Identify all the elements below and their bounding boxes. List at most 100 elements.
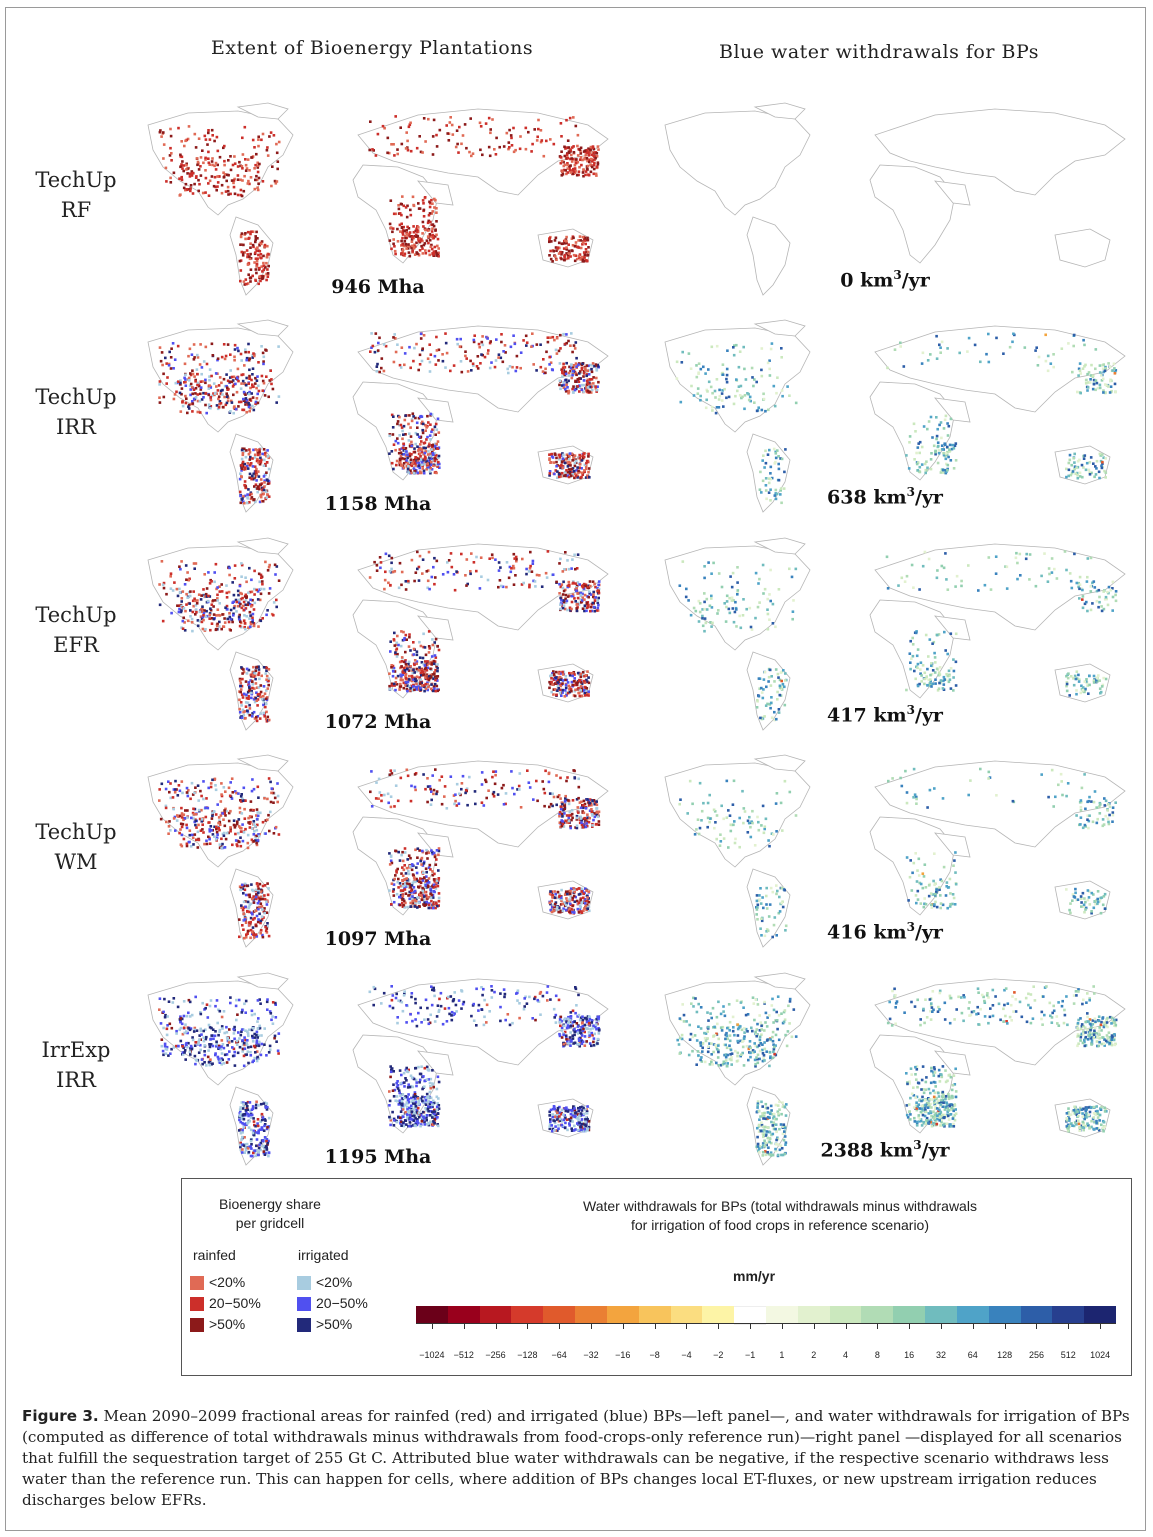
continent-outline: [869, 599, 956, 699]
share-title-line1: Bioenergy share: [219, 1196, 321, 1212]
color-scale-segment: [575, 1306, 608, 1323]
color-scale-tick-label: 32: [935, 1350, 946, 1360]
color-scale-segment: [511, 1306, 544, 1323]
caption-text: Mean 2090–2099 fractional areas for rain…: [22, 1407, 1130, 1509]
color-scale-segment: [1020, 1306, 1053, 1323]
water-withdrawal-number: 2388 km: [820, 1139, 914, 1162]
color-scale-tick: [431, 1324, 433, 1329]
color-scale-segment: [893, 1306, 926, 1323]
color-scale-tick-label: −32: [583, 1350, 599, 1360]
color-scale-segment: [543, 1306, 576, 1323]
color-scale-tick-label: −1: [744, 1350, 756, 1360]
plantation-cells: [158, 768, 601, 940]
color-scale-tick: [1068, 1324, 1070, 1329]
color-scale-segment: [797, 1306, 831, 1323]
continent-outline: [352, 816, 439, 916]
withdrawal-cells: [675, 332, 1118, 505]
continent-outline: [934, 615, 971, 641]
continent-outline: [753, 754, 806, 772]
continent-outline: [746, 216, 791, 296]
scenario-label-line1: TechUp: [35, 385, 117, 409]
continent-outline: [236, 972, 289, 990]
color-scale-segment: [416, 1306, 449, 1323]
color-scale-tick-label: 2: [811, 1350, 817, 1360]
color-scale-segment: [606, 1306, 640, 1323]
color-scale-segment: [861, 1306, 894, 1323]
left-column-title: Extent of Bioenergy Plantations: [211, 37, 534, 59]
scenario-label: TechUp IRR: [12, 382, 140, 442]
water-withdrawal-map: [664, 754, 1126, 948]
color-scale-segment: [925, 1306, 958, 1323]
water-withdrawal-number: 0 km: [840, 269, 894, 292]
water-withdrawal-value: 0 km3/yr: [735, 268, 1035, 291]
plantation-cells: [158, 550, 601, 723]
water-unit-suffix: /yr: [914, 704, 943, 727]
water-withdrawal-value: 2388 km3/yr: [735, 1138, 1035, 1161]
withdrawal-cells: [676, 985, 1118, 1158]
color-scale-segment: [766, 1306, 799, 1323]
withdrawal-cells: [678, 767, 1117, 939]
continent-outline: [664, 110, 811, 216]
color-scale-tick-label: −256: [485, 1350, 506, 1360]
continent-outline: [934, 397, 971, 423]
plantation-cells: [158, 115, 600, 286]
water-withdrawal-number: 638 km: [827, 486, 907, 509]
scenario-label: TechUp RF: [12, 165, 140, 225]
scenario-label: IrrExp IRR: [12, 1035, 140, 1095]
color-scale-tick-label: 512: [1060, 1350, 1076, 1360]
continent-outline: [753, 102, 806, 120]
continent-outline: [746, 433, 791, 513]
color-scale-tick-label: −2: [713, 1350, 724, 1360]
plantation-area-value: 1097 Mha: [324, 928, 432, 950]
color-scale-tick: [1100, 1324, 1102, 1329]
plantation-extent-map: [147, 972, 609, 1166]
rainfed-class-label: <20%: [209, 1274, 246, 1290]
color-scale-segment: [638, 1306, 672, 1323]
color-scale-tick-label: −8: [649, 1350, 660, 1360]
color-scale-tick-label: 1024: [1090, 1350, 1111, 1360]
color-scale-tick: [559, 1324, 561, 1329]
water-title-line1: Water withdrawals for BPs (total withdra…: [583, 1198, 977, 1214]
continent-outline: [236, 537, 289, 555]
figure-caption: Figure 3. Mean 2090–2099 fractional area…: [22, 1406, 1132, 1511]
color-scale-tick-label: 8: [874, 1350, 880, 1360]
color-scale-segment: [1084, 1306, 1117, 1323]
irrigated-class-label: 20−50%: [316, 1295, 368, 1311]
rainfed-class-label: >50%: [209, 1316, 246, 1332]
legend-box: [181, 1178, 1132, 1376]
continent-outline: [869, 164, 956, 264]
caption-label: Figure 3.: [22, 1407, 99, 1425]
irrigated-swatch: [297, 1297, 311, 1311]
color-scale-tick: [1036, 1324, 1038, 1329]
rainfed-header: rainfed: [193, 1247, 236, 1263]
color-scale-tick: [1004, 1324, 1006, 1329]
water-withdrawal-number: 417 km: [827, 704, 907, 727]
continent-outline: [869, 1034, 956, 1134]
color-scale-tick-label: −64: [551, 1350, 567, 1360]
color-scale-tick: [463, 1324, 465, 1329]
water-withdrawal-map: [664, 537, 1126, 731]
water-withdrawal-number: 416 km: [827, 921, 907, 944]
plantation-extent-map: [147, 754, 609, 948]
color-scale-segment: [829, 1306, 862, 1323]
scenario-label-line1: TechUp: [35, 603, 117, 627]
continent-outline: [874, 108, 1126, 196]
plantation-cells: [158, 332, 600, 505]
color-scale-tick: [781, 1324, 783, 1329]
color-scale-tick: [495, 1324, 497, 1329]
continent-outline: [664, 980, 811, 1086]
color-scale-tick-label: 256: [1028, 1350, 1044, 1360]
continent-outline: [352, 381, 439, 481]
water-withdrawal-value: 638 km3/yr: [735, 485, 1035, 508]
water-withdrawal-map: [664, 972, 1126, 1166]
continent-outline: [357, 108, 609, 196]
water-unit-exponent: 3: [906, 485, 915, 499]
irrigated-header: irrigated: [298, 1247, 349, 1263]
irrigated-class-label: >50%: [316, 1316, 353, 1332]
share-legend-title: Bioenergy share per gridcell: [200, 1195, 340, 1233]
continent-outline: [664, 762, 811, 868]
continent-outline: [357, 543, 609, 631]
scenario-label: TechUp EFR: [12, 600, 140, 660]
color-scale-tick-label: 64: [967, 1350, 978, 1360]
color-scale-tick-label: 128: [997, 1350, 1013, 1360]
